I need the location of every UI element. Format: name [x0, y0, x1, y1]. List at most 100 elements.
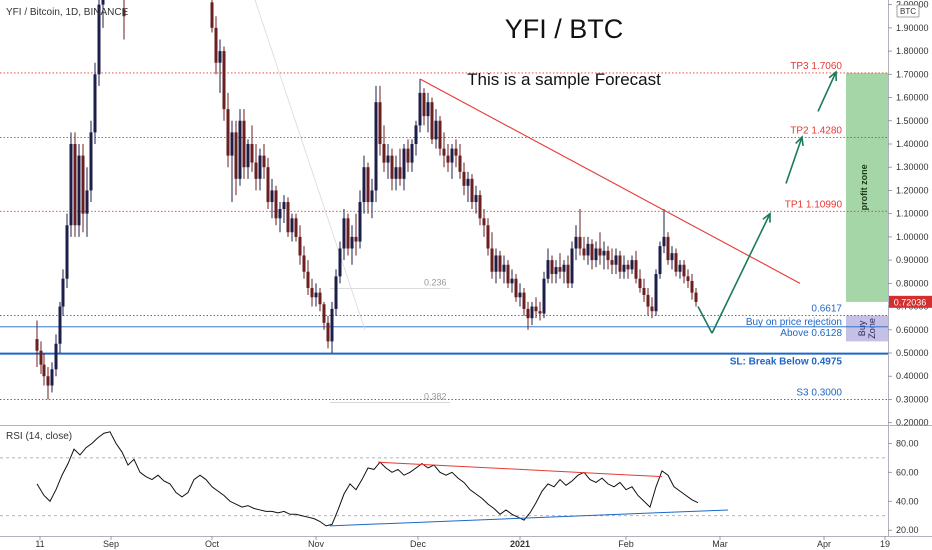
- price-tick-label: 0.80000: [896, 278, 929, 288]
- level-label-2: TP1 1.10990: [785, 199, 843, 210]
- zone-label-buy: BuyZone: [857, 318, 877, 339]
- candle-22: [222, 46, 226, 121]
- candle-body: [398, 167, 402, 179]
- price-tick-label: 1.80000: [896, 46, 929, 56]
- candle-body: [542, 278, 546, 314]
- candle-body: [506, 264, 510, 284]
- chart-title: YFI / BTC: [505, 14, 624, 44]
- candle-30: [254, 143, 258, 191]
- candle-body: [430, 102, 434, 140]
- candle-3: [46, 366, 50, 400]
- candle-52: [342, 209, 346, 261]
- candle-88: [486, 218, 490, 256]
- drawings-layer: [419, 70, 837, 334]
- candle-body: [522, 292, 526, 309]
- price-axis[interactable]: 2.000001.900001.800001.700001.600001.500…: [888, 0, 929, 428]
- time-axis[interactable]: 11 Sep Oct Nov Dec 2021 Feb Mar Apr 19: [35, 536, 890, 549]
- candle-body: [658, 246, 662, 275]
- forecast-segment-0: [697, 306, 713, 334]
- candle-body: [350, 236, 354, 249]
- candle-67: [402, 143, 406, 191]
- candle-2: [42, 353, 46, 386]
- candle-body: [410, 143, 414, 163]
- candle-21: [218, 39, 222, 93]
- candle-1: [39, 341, 43, 374]
- candle-81: [458, 143, 462, 179]
- candle-102: [542, 271, 546, 319]
- candle-93: [506, 260, 510, 288]
- candle-body: [646, 294, 650, 307]
- price-tick-label: 1.70000: [896, 69, 929, 79]
- candle-103: [546, 248, 550, 284]
- candle-body: [594, 248, 598, 261]
- candle-54: [350, 225, 354, 265]
- zone-label-buy-part: Buy: [857, 320, 867, 336]
- candle-body: [626, 264, 630, 270]
- candle-body: [562, 264, 566, 272]
- candle-body: [606, 250, 610, 261]
- candle-body: [402, 148, 406, 179]
- candle-72: [422, 88, 426, 126]
- candle-100: [534, 297, 538, 319]
- candle-96: [518, 283, 522, 307]
- candle-body: [530, 306, 534, 319]
- candle-body: [286, 202, 290, 233]
- rsi-label: RSI (14, close): [6, 431, 72, 442]
- candle-body: [470, 178, 474, 203]
- candle-body: [290, 218, 294, 233]
- forecast-arrowhead-1: [795, 135, 804, 147]
- candle-body: [438, 120, 442, 149]
- candle-body: [686, 276, 690, 282]
- candle-106: [558, 253, 562, 279]
- level-label-4: Buy on price rejection: [746, 317, 842, 328]
- rsi-axis[interactable]: 80.00 60.00 40.00 20.00: [888, 438, 919, 535]
- candle-97: [522, 287, 526, 316]
- candle-body: [566, 264, 570, 284]
- rsi-tick-label: 80.00: [896, 438, 919, 448]
- candle-body: [89, 132, 93, 191]
- candle-86: [478, 190, 482, 226]
- candle-body: [458, 155, 462, 172]
- candle-92: [502, 255, 506, 284]
- candle-138: [686, 269, 690, 288]
- candle-73: [426, 92, 430, 133]
- candle-28: [246, 139, 250, 179]
- candle-63: [386, 143, 390, 179]
- candle-101: [538, 301, 542, 321]
- candle-29: [250, 125, 254, 172]
- candle-87: [482, 209, 486, 237]
- candle-body: [362, 167, 366, 203]
- resistance-trendline: [419, 78, 801, 284]
- price-tick-label: 0.40000: [896, 371, 929, 381]
- candle-119: [610, 248, 614, 275]
- candle-82: [462, 162, 466, 196]
- candle-body: [490, 248, 494, 272]
- candle-body: [58, 306, 62, 344]
- candle-body: [454, 148, 458, 156]
- candle-55: [354, 213, 358, 256]
- last-price-box: [889, 295, 932, 308]
- candle-133: [666, 232, 670, 265]
- candle-body: [394, 167, 398, 179]
- candle-132: [662, 209, 666, 254]
- candle-body: [306, 271, 310, 288]
- candle-body: [42, 364, 46, 377]
- candle-body: [510, 278, 514, 284]
- price-tick-label: 1.10000: [896, 209, 929, 219]
- candle-19: [210, 0, 214, 33]
- rsi-tick-label: 20.00: [896, 525, 919, 535]
- price-tick-label: 1.50000: [896, 116, 929, 126]
- candles-layer: [35, 0, 698, 400]
- candle-body: [93, 74, 97, 133]
- candle-83: [466, 171, 470, 203]
- candle-27: [242, 109, 246, 179]
- candle-body: [270, 190, 274, 203]
- price-tick-label: 1.90000: [896, 23, 929, 33]
- candle-body: [310, 287, 314, 298]
- price-tick-label: 0.60000: [896, 325, 929, 335]
- level-label-5: Above 0.6128: [780, 328, 842, 339]
- candle-74: [430, 97, 434, 144]
- rsi-pane[interactable]: [0, 426, 888, 536]
- candle-126: [638, 269, 642, 293]
